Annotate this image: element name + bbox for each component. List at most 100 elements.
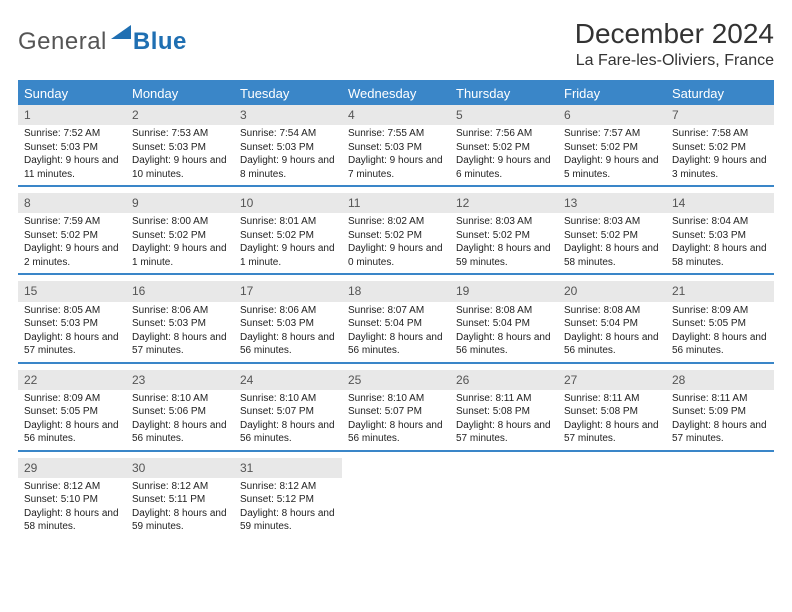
day-body: Sunrise: 8:12 AMSunset: 5:11 PMDaylight:… <box>126 478 234 538</box>
day-body: Sunrise: 8:02 AMSunset: 5:02 PMDaylight:… <box>342 213 450 273</box>
sunrise-text: Sunrise: 8:03 AM <box>564 215 662 229</box>
day-number: 14 <box>666 193 774 213</box>
sunset-text: Sunset: 5:04 PM <box>564 317 662 331</box>
daylight-text: Daylight: 8 hours and 56 minutes. <box>348 419 446 446</box>
sunset-text: Sunset: 5:03 PM <box>24 141 122 155</box>
day-cell: 17Sunrise: 8:06 AMSunset: 5:03 PMDayligh… <box>234 281 342 361</box>
day-body: Sunrise: 8:04 AMSunset: 5:03 PMDaylight:… <box>666 213 774 273</box>
sunset-text: Sunset: 5:05 PM <box>24 405 122 419</box>
week-row: 29Sunrise: 8:12 AMSunset: 5:10 PMDayligh… <box>18 458 774 538</box>
sunset-text: Sunset: 5:02 PM <box>132 229 230 243</box>
day-number: 17 <box>234 281 342 301</box>
day-body: Sunrise: 8:09 AMSunset: 5:05 PMDaylight:… <box>666 302 774 362</box>
day-body: Sunrise: 8:06 AMSunset: 5:03 PMDaylight:… <box>234 302 342 362</box>
daylight-text: Daylight: 8 hours and 56 minutes. <box>564 331 662 358</box>
day-body: Sunrise: 8:10 AMSunset: 5:06 PMDaylight:… <box>126 390 234 450</box>
day-number: 8 <box>18 193 126 213</box>
day-body: Sunrise: 8:08 AMSunset: 5:04 PMDaylight:… <box>558 302 666 362</box>
sunrise-text: Sunrise: 7:58 AM <box>672 127 770 141</box>
day-cell: 23Sunrise: 8:10 AMSunset: 5:06 PMDayligh… <box>126 370 234 450</box>
sunset-text: Sunset: 5:03 PM <box>240 317 338 331</box>
day-body: Sunrise: 8:07 AMSunset: 5:04 PMDaylight:… <box>342 302 450 362</box>
day-cell: 2Sunrise: 7:53 AMSunset: 5:03 PMDaylight… <box>126 105 234 185</box>
day-body: Sunrise: 8:00 AMSunset: 5:02 PMDaylight:… <box>126 213 234 273</box>
sunset-text: Sunset: 5:11 PM <box>132 493 230 507</box>
day-cell: 14Sunrise: 8:04 AMSunset: 5:03 PMDayligh… <box>666 193 774 273</box>
logo-triangle-icon <box>111 18 131 46</box>
daylight-text: Daylight: 9 hours and 5 minutes. <box>564 154 662 181</box>
daylight-text: Daylight: 8 hours and 57 minutes. <box>132 331 230 358</box>
day-number: 7 <box>666 105 774 125</box>
day-number: 3 <box>234 105 342 125</box>
sunrise-text: Sunrise: 8:08 AM <box>564 304 662 318</box>
title-block: December 2024 La Fare-les-Oliviers, Fran… <box>575 18 774 74</box>
sunrise-text: Sunrise: 8:12 AM <box>24 480 122 494</box>
day-body: Sunrise: 7:55 AMSunset: 5:03 PMDaylight:… <box>342 125 450 185</box>
day-of-week: Saturday <box>666 82 774 105</box>
day-cell: 15Sunrise: 8:05 AMSunset: 5:03 PMDayligh… <box>18 281 126 361</box>
sunrise-text: Sunrise: 7:57 AM <box>564 127 662 141</box>
day-number: 18 <box>342 281 450 301</box>
day-number: 9 <box>126 193 234 213</box>
sunrise-text: Sunrise: 8:04 AM <box>672 215 770 229</box>
sunrise-text: Sunrise: 8:09 AM <box>24 392 122 406</box>
day-number: 2 <box>126 105 234 125</box>
day-cell: 27Sunrise: 8:11 AMSunset: 5:08 PMDayligh… <box>558 370 666 450</box>
sunset-text: Sunset: 5:03 PM <box>132 317 230 331</box>
day-cell: 26Sunrise: 8:11 AMSunset: 5:08 PMDayligh… <box>450 370 558 450</box>
daylight-text: Daylight: 8 hours and 58 minutes. <box>672 242 770 269</box>
day-body: Sunrise: 7:54 AMSunset: 5:03 PMDaylight:… <box>234 125 342 185</box>
day-cell: 1Sunrise: 7:52 AMSunset: 5:03 PMDaylight… <box>18 105 126 185</box>
day-cell: 9Sunrise: 8:00 AMSunset: 5:02 PMDaylight… <box>126 193 234 273</box>
day-cell: 11Sunrise: 8:02 AMSunset: 5:02 PMDayligh… <box>342 193 450 273</box>
day-body: Sunrise: 8:08 AMSunset: 5:04 PMDaylight:… <box>450 302 558 362</box>
daylight-text: Daylight: 9 hours and 11 minutes. <box>24 154 122 181</box>
daylight-text: Daylight: 9 hours and 10 minutes. <box>132 154 230 181</box>
day-number: 10 <box>234 193 342 213</box>
sunrise-text: Sunrise: 8:01 AM <box>240 215 338 229</box>
sunrise-text: Sunrise: 8:12 AM <box>132 480 230 494</box>
week-row: 8Sunrise: 7:59 AMSunset: 5:02 PMDaylight… <box>18 193 774 275</box>
daylight-text: Daylight: 8 hours and 59 minutes. <box>456 242 554 269</box>
sunrise-text: Sunrise: 8:06 AM <box>132 304 230 318</box>
sunrise-text: Sunrise: 8:06 AM <box>240 304 338 318</box>
daylight-text: Daylight: 8 hours and 58 minutes. <box>24 507 122 534</box>
sunrise-text: Sunrise: 7:59 AM <box>24 215 122 229</box>
day-cell: 8 Sunrise: 7:59 AMSunset: 5:02 PMDaylight… <box>18 193 126 273</box>
day-of-week-row: SundayMondayTuesdayWednesdayThursdayFrid… <box>18 82 774 105</box>
sunset-text: Sunset: 5:02 PM <box>564 141 662 155</box>
daylight-text: Daylight: 9 hours and 1 minute. <box>240 242 338 269</box>
daylight-text: Daylight: 8 hours and 57 minutes. <box>672 419 770 446</box>
sunset-text: Sunset: 5:09 PM <box>672 405 770 419</box>
day-of-week: Friday <box>558 82 666 105</box>
week-row: 15Sunrise: 8:05 AMSunset: 5:03 PMDayligh… <box>18 281 774 363</box>
day-body: Sunrise: 7:58 AMSunset: 5:02 PMDaylight:… <box>666 125 774 185</box>
sunrise-text: Sunrise: 8:00 AM <box>132 215 230 229</box>
day-number: 20 <box>558 281 666 301</box>
day-body: Sunrise: 8:11 AMSunset: 5:09 PMDaylight:… <box>666 390 774 450</box>
day-body: Sunrise: 7:57 AMSunset: 5:02 PMDaylight:… <box>558 125 666 185</box>
day-number: 30 <box>126 458 234 478</box>
day-cell: 4Sunrise: 7:55 AMSunset: 5:03 PMDaylight… <box>342 105 450 185</box>
day-number: 28 <box>666 370 774 390</box>
day-number: 16 <box>126 281 234 301</box>
day-number: 26 <box>450 370 558 390</box>
sunset-text: Sunset: 5:03 PM <box>24 317 122 331</box>
day-cell: 31Sunrise: 8:12 AMSunset: 5:12 PMDayligh… <box>234 458 342 538</box>
day-body: Sunrise: 8:12 AMSunset: 5:12 PMDaylight:… <box>234 478 342 538</box>
day-cell: 5Sunrise: 7:56 AMSunset: 5:02 PMDaylight… <box>450 105 558 185</box>
day-cell: 3Sunrise: 7:54 AMSunset: 5:03 PMDaylight… <box>234 105 342 185</box>
sunrise-text: Sunrise: 8:12 AM <box>240 480 338 494</box>
day-cell: 12Sunrise: 8:03 AMSunset: 5:02 PMDayligh… <box>450 193 558 273</box>
daylight-text: Daylight: 8 hours and 56 minutes. <box>24 419 122 446</box>
sunset-text: Sunset: 5:02 PM <box>24 229 122 243</box>
daylight-text: Daylight: 9 hours and 2 minutes. <box>24 242 122 269</box>
day-number: 1 <box>18 105 126 125</box>
daylight-text: Daylight: 8 hours and 56 minutes. <box>132 419 230 446</box>
daylight-text: Daylight: 8 hours and 57 minutes. <box>24 331 122 358</box>
day-cell: 6Sunrise: 7:57 AMSunset: 5:02 PMDaylight… <box>558 105 666 185</box>
daylight-text: Daylight: 9 hours and 8 minutes. <box>240 154 338 181</box>
day-cell <box>342 458 450 538</box>
day-of-week: Wednesday <box>342 82 450 105</box>
daylight-text: Daylight: 9 hours and 1 minute. <box>132 242 230 269</box>
